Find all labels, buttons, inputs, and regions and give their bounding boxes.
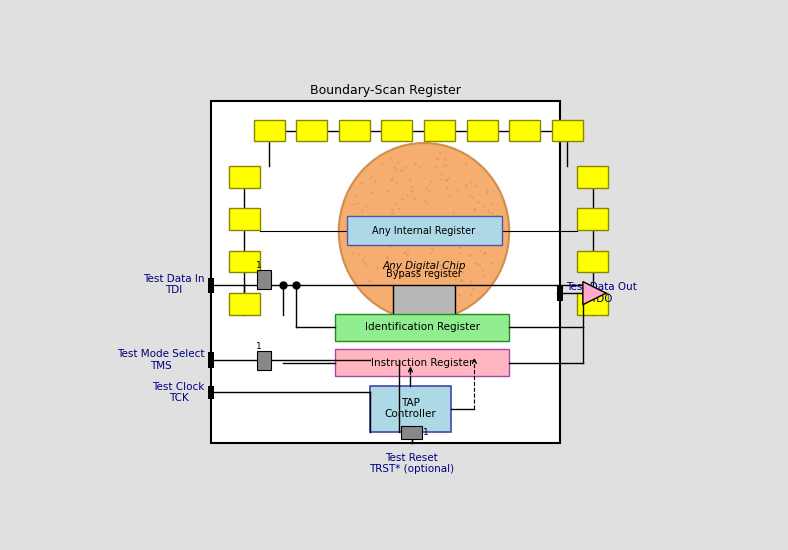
- Ellipse shape: [339, 143, 509, 320]
- Bar: [208, 353, 214, 368]
- Bar: [424, 120, 455, 141]
- Bar: [258, 270, 271, 289]
- Bar: [552, 120, 583, 141]
- Text: Bypass register: Bypass register: [386, 270, 462, 279]
- Bar: [254, 120, 284, 141]
- Text: Boundary-Scan Register: Boundary-Scan Register: [310, 84, 461, 97]
- Text: Test Data In
TDI: Test Data In TDI: [143, 274, 205, 295]
- Text: 1: 1: [256, 261, 262, 270]
- Bar: [208, 278, 214, 293]
- Bar: [339, 120, 370, 141]
- Bar: [578, 166, 608, 188]
- Text: 1: 1: [256, 342, 262, 350]
- Bar: [335, 314, 509, 341]
- Bar: [211, 101, 559, 443]
- Bar: [370, 386, 451, 432]
- Text: Test Data Out
TDO: Test Data Out TDO: [566, 282, 637, 304]
- Bar: [556, 285, 563, 301]
- Bar: [466, 120, 498, 141]
- Bar: [296, 120, 327, 141]
- Bar: [229, 166, 260, 188]
- Text: Instruction Register: Instruction Register: [371, 358, 474, 368]
- Bar: [335, 349, 509, 376]
- Bar: [229, 251, 260, 272]
- Text: TAP
Controller: TAP Controller: [385, 398, 437, 420]
- Text: Any Digital Chip: Any Digital Chip: [382, 261, 466, 271]
- Bar: [229, 208, 260, 230]
- Polygon shape: [583, 282, 606, 305]
- Text: 1: 1: [423, 428, 429, 437]
- Bar: [381, 120, 412, 141]
- Bar: [229, 293, 260, 315]
- Text: Test Mode Select
TMS: Test Mode Select TMS: [117, 349, 205, 371]
- Bar: [578, 293, 608, 315]
- Bar: [401, 426, 422, 439]
- Text: Test Clock
TCK: Test Clock TCK: [152, 382, 205, 403]
- Bar: [578, 251, 608, 272]
- Text: Test Reset
TRST* (optional): Test Reset TRST* (optional): [369, 453, 454, 474]
- Bar: [208, 386, 214, 399]
- Text: Any Internal Register: Any Internal Register: [373, 226, 476, 236]
- Bar: [258, 351, 271, 370]
- Bar: [393, 285, 455, 315]
- Bar: [347, 216, 501, 245]
- Bar: [509, 120, 541, 141]
- Text: Identification Register: Identification Register: [365, 322, 480, 332]
- Bar: [578, 208, 608, 230]
